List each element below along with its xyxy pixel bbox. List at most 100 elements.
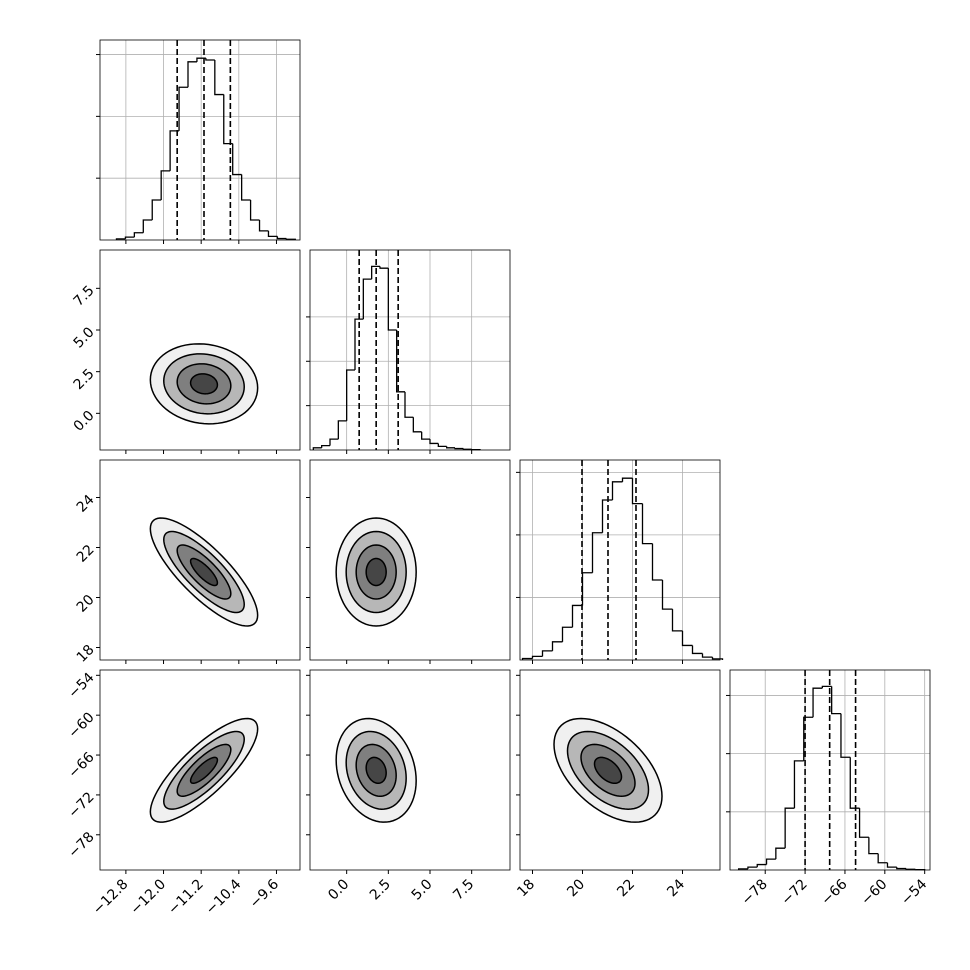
panel-frame [99,39,301,241]
histogram-bin [521,657,533,660]
x-tick-label: −66 [818,876,850,908]
histogram-bin [747,866,758,869]
histogram-bin [541,650,553,657]
density [149,343,259,425]
panel-frame [99,249,301,451]
y-tick-label: 0.0 [71,408,98,435]
histogram-bin [581,572,593,606]
x-tick-label: −10.4 [203,876,245,918]
histogram-bin [396,330,405,393]
histogram-bin [591,532,603,573]
contour [189,756,219,785]
density [553,717,663,823]
panel-frame [519,669,721,871]
histogram-bin [803,716,814,761]
x-tick-label: −60 [858,876,890,908]
density [149,517,259,627]
histogram-bin [561,626,573,642]
histogram-bin [531,655,543,659]
histogram-bin [868,837,879,855]
histogram-bin [214,60,224,96]
density [335,517,417,627]
panel-frame [309,459,511,661]
y-tick-label: 7.5 [71,283,98,310]
histogram-bin [329,438,339,446]
x-tick-label: −11.2 [165,876,207,918]
histogram-bin [337,420,347,440]
x-tick-label: −12.0 [128,876,170,918]
histogram-bin [240,174,251,201]
contour [365,756,387,785]
histogram-bin [691,645,703,655]
histogram-bin [711,657,724,660]
histogram-bin [849,757,860,809]
histogram-bin [611,481,623,500]
histogram-bin [362,278,372,320]
panel-frame [519,459,721,661]
histogram-bin [775,847,786,860]
histogram-bin [821,685,832,689]
panel-frame [99,669,301,871]
histogram-bin [681,630,693,647]
y-tick-label: −54 [65,670,97,702]
histogram-bin [621,477,633,482]
y-tick-label: 18 [74,642,98,666]
x-tick-label: 7.5 [450,876,477,903]
histogram-bin [421,431,430,440]
y-tick-label: −72 [65,789,97,821]
contour [189,557,219,587]
histogram-bin [387,268,397,331]
x-tick-label: −78 [739,876,771,908]
histogram-bin [641,503,653,545]
histogram-bin [169,130,180,171]
histogram-bin [651,543,663,581]
histogram-bin [462,448,472,450]
histogram-bin [905,868,916,870]
histogram-bin [205,58,215,61]
x-tick-label: 18 [514,876,538,900]
panel-frame [309,249,511,451]
histogram-bin [258,220,269,232]
histogram-bin [886,862,897,868]
x-tick-label: −72 [779,876,811,908]
y-tick-label: 24 [74,492,98,516]
histogram-bin [232,143,242,176]
x-tick-label: 24 [664,876,688,900]
x-tick-label: −9.6 [247,876,282,911]
contour [189,373,219,395]
contour [593,756,623,785]
x-tick-label: 0.0 [325,876,352,903]
x-tick-label: 20 [564,876,588,900]
histogram-bin [671,609,683,632]
y-tick-label: 5.0 [71,324,98,351]
histogram-bin [267,230,278,238]
x-tick-label: 22 [614,876,638,900]
contour [365,557,387,587]
histogram-bin [661,580,673,610]
histogram-bin [187,61,197,88]
histogram-bin [133,232,144,238]
histogram-bin [551,641,563,651]
histogram-bin [601,499,613,533]
histogram-bin [858,808,869,838]
histogram-bin [765,858,776,865]
density [335,717,417,823]
histogram-bin [812,687,823,718]
histogram-bin [379,266,389,269]
y-tick-label: 22 [74,542,98,566]
histogram-bin [178,86,188,131]
x-tick-label: −12.8 [90,876,132,918]
histogram-bin [571,604,583,628]
histogram-bin [249,200,260,221]
histogram-bin [793,760,804,809]
y-tick-label: 2.5 [71,366,98,393]
panel-frame [309,669,511,871]
histogram-bin [371,265,380,280]
y-tick-label: −60 [65,710,97,742]
histogram-bin [124,236,135,239]
y-tick-label: 20 [74,592,98,616]
histogram-bin [831,686,841,715]
histogram-bin [354,318,364,370]
histogram-bin [346,369,355,421]
